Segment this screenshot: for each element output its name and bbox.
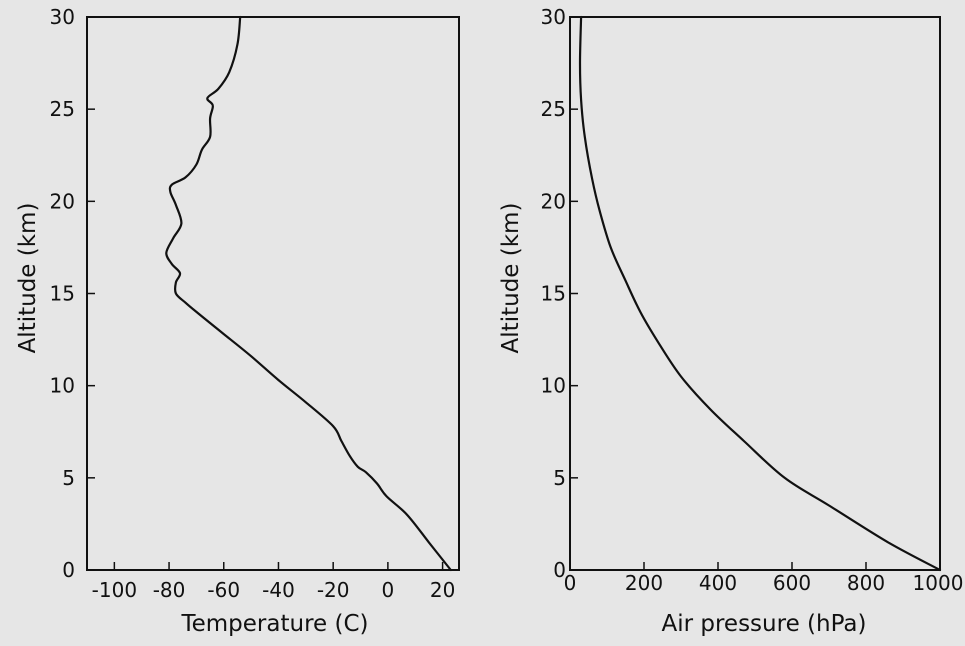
pressure-x-tick-label: 800: [847, 571, 885, 595]
temperature-y-ticks: 0 5 10 15 20 25 30: [50, 5, 95, 582]
pressure-chart: 0 5 10 15 20 25 30 0 200 400 600 800 1000 Air press…: [498, 5, 963, 637]
temperature-x-tick-label: -60: [207, 578, 240, 602]
pressure-profile-line: [578, 15, 942, 572]
pressure-y-axis-label: Altitude (km): [498, 203, 524, 354]
pressure-x-tick-label: 0: [564, 571, 577, 595]
pressure-x-tick-label: 600: [773, 571, 811, 595]
pressure-x-ticks: 0 200 400 600 800 1000: [564, 562, 964, 595]
pressure-y-tick-label: 5: [553, 466, 566, 490]
temperature-chart: 0 5 10 15 20 25 30 -100 -80 -60 -40 -20 0 20 Tempera…: [15, 5, 460, 637]
pressure-y-tick-label: 0: [553, 558, 566, 582]
temperature-y-tick-label: 30: [50, 5, 75, 29]
temperature-y-tick-label: 0: [62, 558, 75, 582]
temperature-x-tick-label: -40: [262, 578, 295, 602]
temperature-y-axis-label: Altitude (km): [15, 203, 41, 354]
pressure-y-tick-label: 20: [541, 189, 566, 213]
temperature-y-tick-label: 25: [50, 97, 75, 121]
pressure-x-tick-label: 400: [699, 571, 737, 595]
pressure-y-tick-label: 10: [541, 374, 566, 398]
pressure-y-ticks: 0 5 10 15 20 25 30: [541, 5, 578, 582]
temperature-x-tick-label: -80: [153, 578, 186, 602]
pressure-x-tick-label: 1000: [913, 571, 964, 595]
pressure-x-tick-label: 200: [625, 571, 663, 595]
pressure-y-tick-label: 25: [541, 97, 566, 121]
temperature-x-ticks: -100 -80 -60 -40 -20 0 20: [92, 562, 455, 602]
pressure-y-tick-label: 30: [541, 5, 566, 29]
temperature-y-tick-label: 10: [50, 374, 75, 398]
pressure-y-tick-label: 15: [541, 282, 566, 306]
temperature-y-tick-label: 5: [62, 466, 75, 490]
pressure-x-axis-label: Air pressure (hPa): [661, 611, 866, 637]
temperature-x-tick-label: -20: [317, 578, 350, 602]
temperature-y-tick-label: 20: [50, 189, 75, 213]
temperature-profile-line: [165, 15, 452, 572]
temperature-x-axis-label: Temperature (C): [180, 611, 368, 637]
temperature-y-tick-label: 15: [50, 282, 75, 306]
temperature-x-tick-label: -100: [92, 578, 137, 602]
temperature-x-tick-label: 20: [430, 578, 455, 602]
temperature-x-tick-label: 0: [382, 578, 395, 602]
